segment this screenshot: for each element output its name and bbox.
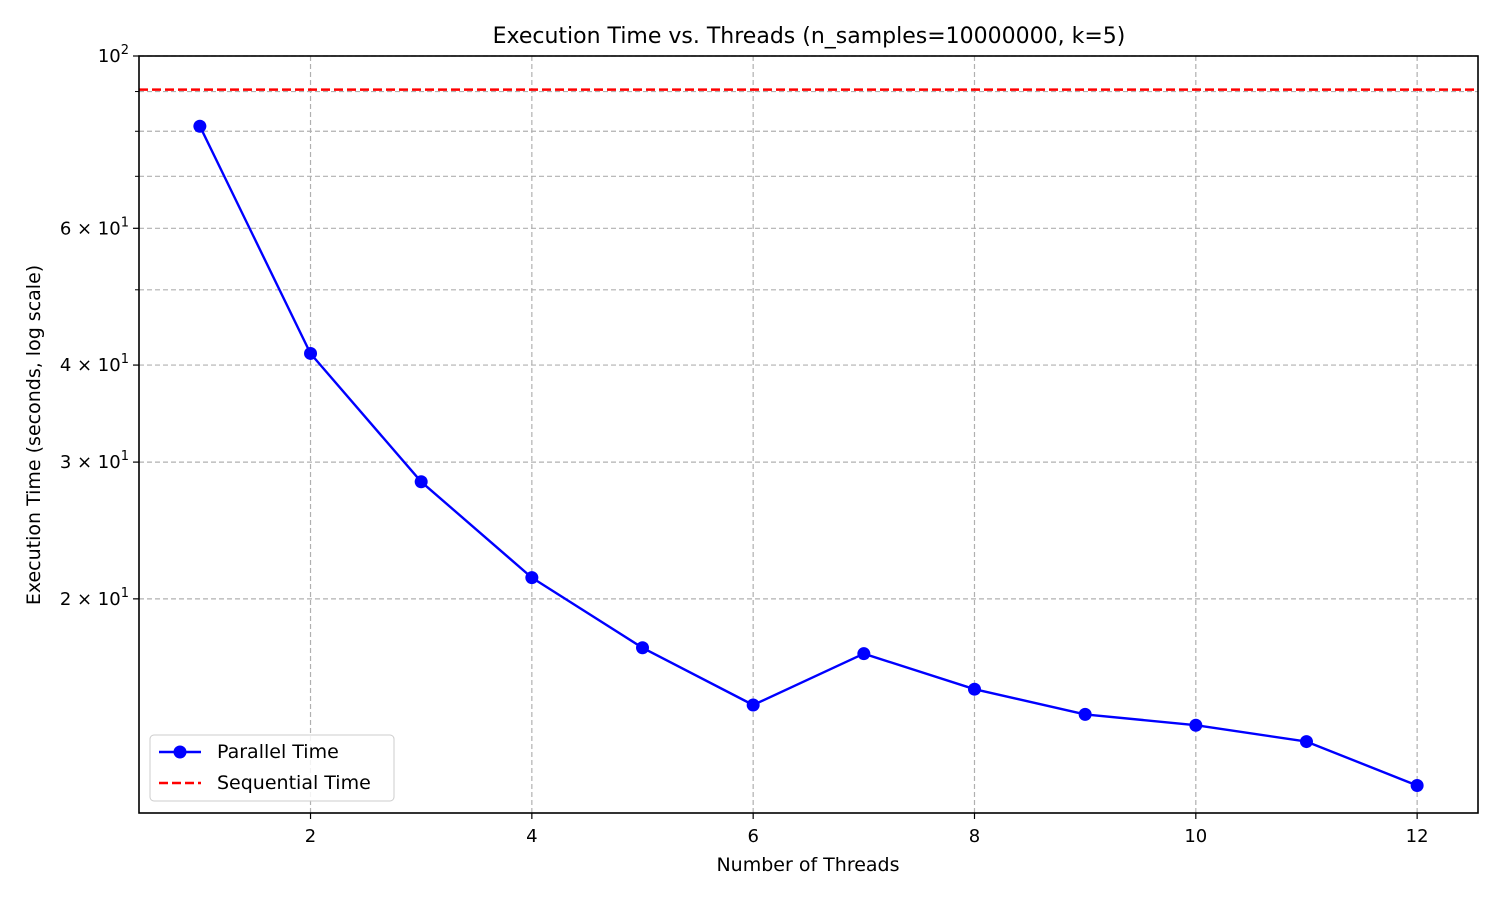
x-tick-label: 6 (747, 826, 758, 847)
y-tick-label: 6 × 101 (60, 215, 129, 239)
data-point (636, 641, 650, 655)
x-tick-label: 10 (1184, 826, 1207, 847)
y-tick-label: 2 × 101 (60, 586, 129, 610)
data-point (525, 571, 539, 585)
x-tick-label: 4 (526, 826, 537, 847)
x-tick-label: 12 (1406, 826, 1429, 847)
y-axis-label: Execution Time (seconds, log scale) (23, 265, 45, 605)
y-tick-label: 4 × 101 (60, 352, 129, 376)
legend-box (149, 734, 395, 802)
data-point (857, 647, 871, 661)
chart-title: Execution Time vs. Threads (n_samples=10… (493, 24, 1126, 49)
x-axis-label: Number of Threads (716, 854, 899, 876)
legend-label: Sequential Time (217, 772, 371, 794)
data-point (414, 475, 428, 489)
legend: Parallel Time Sequential Time (149, 734, 395, 802)
parallel-time-line (198, 125, 1418, 787)
data-point (1410, 779, 1424, 793)
legend-marker (173, 745, 187, 759)
x-tick-label: 8 (969, 826, 980, 847)
data-point (1299, 735, 1313, 749)
data-point (193, 119, 207, 133)
data-point (304, 346, 318, 360)
x-axis-ticks: 2 4 6 8 10 12 (305, 813, 1429, 847)
legend-label: Parallel Time (217, 741, 339, 763)
data-point (1078, 707, 1092, 721)
x-tick-label: 2 (305, 826, 316, 847)
series-layer (139, 88, 1478, 793)
plot-frame (138, 55, 1479, 814)
data-point (967, 682, 981, 696)
data-point (1189, 718, 1203, 732)
data-point (746, 698, 760, 712)
y-tick-label: 3 × 101 (60, 449, 129, 473)
